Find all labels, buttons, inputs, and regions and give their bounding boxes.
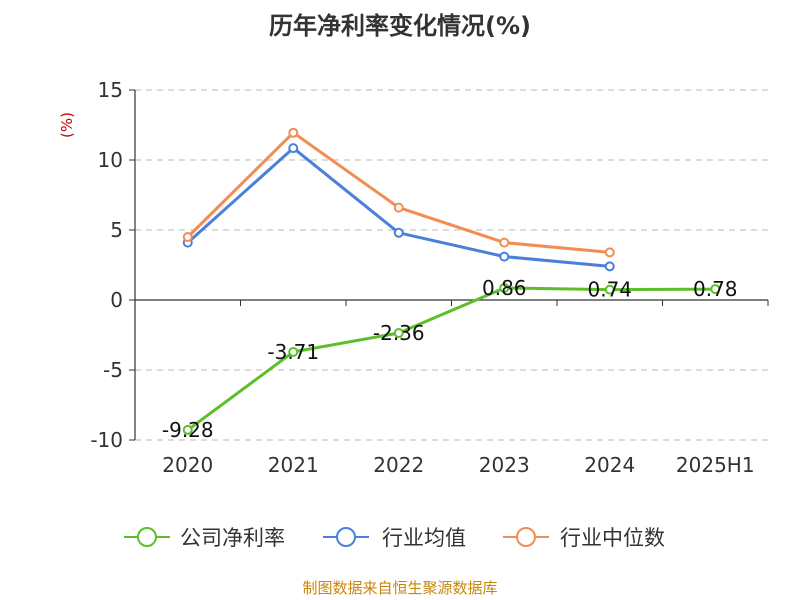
data-point <box>288 143 299 154</box>
x-tick-label: 2025H1 <box>676 453 755 477</box>
data-point <box>604 284 615 295</box>
data-label: 0.78 <box>693 277 738 301</box>
y-tick-label: -10 <box>90 428 123 452</box>
data-label: -3.71 <box>267 340 319 364</box>
data-point <box>288 346 299 357</box>
data-label: -2.36 <box>373 321 425 345</box>
y-tick-label: 10 <box>98 148 123 172</box>
x-tick-label: 2024 <box>584 453 635 477</box>
data-labels: -9.28 -3.71 -2.36 0.86 0.74 0.78 <box>162 276 738 442</box>
data-label: 0.86 <box>482 276 527 300</box>
data-point <box>182 232 193 242</box>
data-point <box>710 284 721 295</box>
y-axis-unit-label: (%) <box>58 112 76 138</box>
legend-marker <box>336 527 356 547</box>
x-tick-label: 2020 <box>162 453 213 477</box>
data-point <box>604 261 615 272</box>
y-tick-label: 5 <box>110 218 123 242</box>
data-point <box>182 424 193 435</box>
legend-label: 行业均值 <box>382 526 466 550</box>
y-tick-label: -5 <box>103 358 123 382</box>
x-tick-label: 2023 <box>479 453 530 477</box>
data-point <box>393 202 404 213</box>
data-point <box>499 282 510 293</box>
data-point <box>604 247 615 258</box>
y-tick-label: 15 <box>98 78 123 102</box>
legend-label: 公司净利率 <box>180 526 285 550</box>
data-point <box>499 251 510 262</box>
data-point <box>393 227 404 238</box>
x-tick-label: 2021 <box>268 453 319 477</box>
data-point <box>393 328 404 339</box>
legend-marker <box>137 527 157 547</box>
data-label: 0.74 <box>587 278 632 302</box>
y-tick-label: 0 <box>110 288 123 312</box>
data-point <box>499 237 510 248</box>
series-line <box>186 286 716 432</box>
chart-title: 历年净利率变化情况(%) <box>269 12 531 40</box>
source-note: 制图数据来自恒生聚源数据库 <box>302 579 497 597</box>
legend: 公司净利率 行业均值 行业中位数 <box>124 526 665 550</box>
grid-lines <box>135 89 768 441</box>
x-tick-label: 2022 <box>373 453 424 477</box>
legend-marker <box>516 527 536 547</box>
data-point <box>288 127 299 138</box>
series-lines <box>182 127 721 435</box>
data-label: -9.28 <box>162 418 214 442</box>
legend-label: 行业中位数 <box>560 526 665 550</box>
axes: 15 10 5 0 -5 -10 2020 2021 2022 2023 2024 2025H1 <box>90 78 769 477</box>
